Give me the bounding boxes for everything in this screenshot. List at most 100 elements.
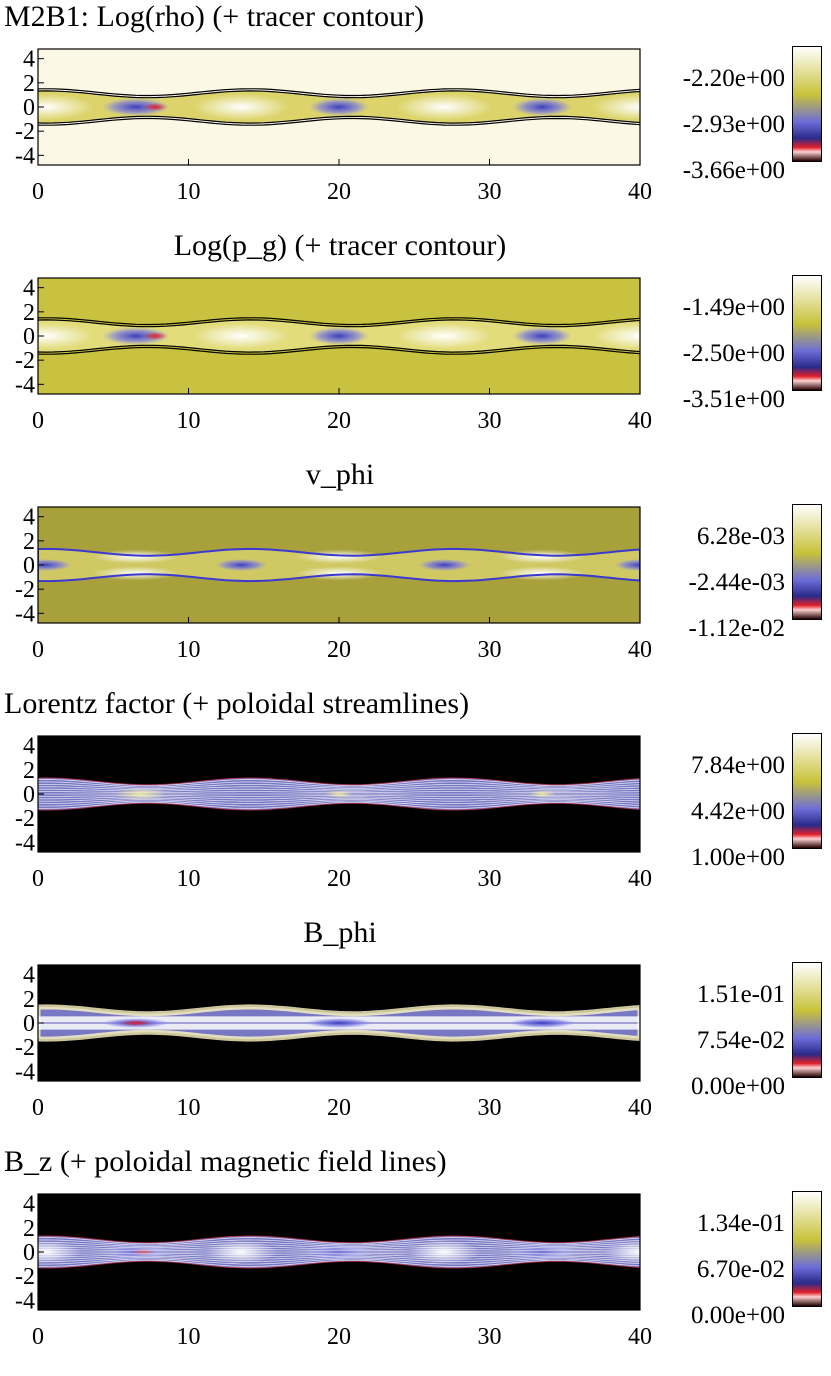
colorbar-tick-label: 1.00e+00 bbox=[691, 844, 785, 871]
y-tick-label: -4 bbox=[15, 601, 35, 627]
field-line bbox=[38, 796, 640, 800]
field-line bbox=[38, 1255, 640, 1260]
y-tick-label: -2 bbox=[15, 348, 35, 374]
negative-knot bbox=[418, 559, 471, 571]
y-tick-label: 2 bbox=[23, 758, 35, 784]
field-line bbox=[38, 786, 640, 791]
chart-title: B_z (+ poloidal magnetic field lines) bbox=[4, 1145, 447, 1178]
x-tick-label: 0 bbox=[32, 866, 44, 892]
colorbar-tick-label: -1.12e-02 bbox=[688, 615, 786, 642]
y-tick-label: -2 bbox=[15, 1264, 35, 1290]
field-line bbox=[38, 1249, 640, 1251]
field-line bbox=[38, 779, 640, 787]
colorbar-tick-label: -2.44e-03 bbox=[688, 569, 786, 596]
x-tick-label: 10 bbox=[177, 866, 201, 892]
y-tick-label: 4 bbox=[23, 505, 35, 531]
field-line bbox=[38, 795, 640, 797]
x-tick-label: 40 bbox=[628, 1095, 652, 1121]
bright-knot bbox=[592, 94, 640, 120]
panel-2: Log(p_g) (+ tracer contour) 0 10 20 30 40 4 2 0-… bbox=[0, 229, 831, 458]
x-tick-label: 0 bbox=[32, 1095, 44, 1121]
jet-region bbox=[38, 548, 640, 582]
low-value-knot bbox=[101, 98, 170, 116]
field-line bbox=[38, 1246, 640, 1250]
x-tick-label: 0 bbox=[32, 408, 44, 434]
colorbar-tick-label: -2.50e+00 bbox=[682, 340, 785, 367]
low-value-knot bbox=[101, 327, 170, 345]
x-tick-label: 0 bbox=[32, 637, 44, 663]
colorbar bbox=[792, 46, 822, 162]
negative-knot bbox=[38, 559, 72, 571]
positive-lobe bbox=[295, 566, 383, 581]
colorbar-tick-label: 0.00e+00 bbox=[691, 1073, 785, 1100]
x-tick-label: 0 bbox=[32, 1324, 44, 1350]
colorbar-tick-label: 6.70e-02 bbox=[696, 1256, 785, 1283]
field-line bbox=[38, 788, 640, 792]
x-tick-label: 40 bbox=[628, 1324, 652, 1350]
tracer-contour-line bbox=[38, 344, 640, 353]
x-tick-label: 0 bbox=[32, 179, 44, 205]
x-tick-label: 10 bbox=[177, 1324, 201, 1350]
field-line bbox=[38, 1254, 640, 1258]
field-line bbox=[38, 1257, 640, 1262]
tracer-contour-line bbox=[38, 90, 640, 99]
field-line bbox=[38, 1242, 640, 1247]
y-tick-label: 2 bbox=[23, 71, 35, 97]
positive-lobe bbox=[498, 549, 587, 564]
tracer-contour-line bbox=[38, 88, 640, 97]
colorbar-tick-label: 1.34e-01 bbox=[696, 1210, 785, 1237]
colorbar-tick-label: 4.42e+00 bbox=[691, 798, 785, 825]
y-tick-label: 2 bbox=[23, 987, 35, 1013]
bright-knot bbox=[396, 323, 493, 349]
x-tick-label: 20 bbox=[327, 866, 351, 892]
field-line bbox=[38, 797, 640, 802]
field-line bbox=[38, 800, 640, 807]
x-tick-label: 10 bbox=[177, 637, 201, 663]
low-value-knot bbox=[309, 327, 369, 345]
field-line bbox=[38, 784, 640, 789]
field-line bbox=[38, 1259, 640, 1267]
colorbar-tick-label: -3.51e+00 bbox=[682, 386, 785, 413]
x-tick-label: 20 bbox=[327, 1324, 351, 1350]
colorbar-tick-label: 6.28e-03 bbox=[696, 523, 785, 550]
tracer-contour-line bbox=[38, 319, 640, 328]
y-tick-label: 4 bbox=[23, 1192, 35, 1218]
sheath bbox=[38, 1004, 640, 1042]
field-line bbox=[38, 1237, 640, 1245]
panel-3: v_phi 0 10 20 30 40 4 2 0 -2 -4 6.28e-03 -2.44e-03 -1… bbox=[0, 458, 831, 687]
colorbar-tick-label: 7.84e+00 bbox=[691, 752, 785, 779]
chart-title: Log(p_g) (+ tracer contour) bbox=[173, 229, 507, 262]
bright-knot bbox=[592, 323, 640, 349]
low-value-knot bbox=[309, 98, 369, 116]
x-tick-label: 30 bbox=[478, 179, 502, 205]
bright-knot bbox=[38, 94, 94, 120]
field-line bbox=[38, 1244, 640, 1249]
x-tick-label: 10 bbox=[177, 179, 201, 205]
tracer-contour-line bbox=[38, 346, 640, 355]
panel-4: Lorentz factor (+ poloidal streamlines) 0… bbox=[0, 687, 831, 916]
low-value-knot bbox=[512, 327, 573, 345]
bright-knot bbox=[193, 94, 290, 120]
tracer-contour-line bbox=[38, 115, 640, 124]
minimum-knot bbox=[119, 1020, 152, 1026]
y-tick-label: 4 bbox=[23, 276, 35, 302]
x-tick-label: 20 bbox=[327, 637, 351, 663]
y-tick-label: 0 bbox=[23, 95, 35, 121]
low-value-knot bbox=[512, 98, 573, 116]
positive-lobe bbox=[91, 566, 180, 581]
minimum-knot bbox=[143, 103, 168, 111]
colorbar-tick-label: -2.93e+00 bbox=[682, 111, 785, 138]
chart-title: v_phi bbox=[305, 458, 375, 491]
bright-knot bbox=[38, 323, 94, 349]
x-tick-label: 20 bbox=[327, 1095, 351, 1121]
x-tick-label: 40 bbox=[628, 179, 652, 205]
y-tick-label: 2 bbox=[23, 529, 35, 555]
x-tick-label: 30 bbox=[478, 1324, 502, 1350]
minimum-knot bbox=[143, 332, 168, 340]
core-knot bbox=[305, 1018, 373, 1028]
field-line bbox=[38, 1253, 640, 1255]
